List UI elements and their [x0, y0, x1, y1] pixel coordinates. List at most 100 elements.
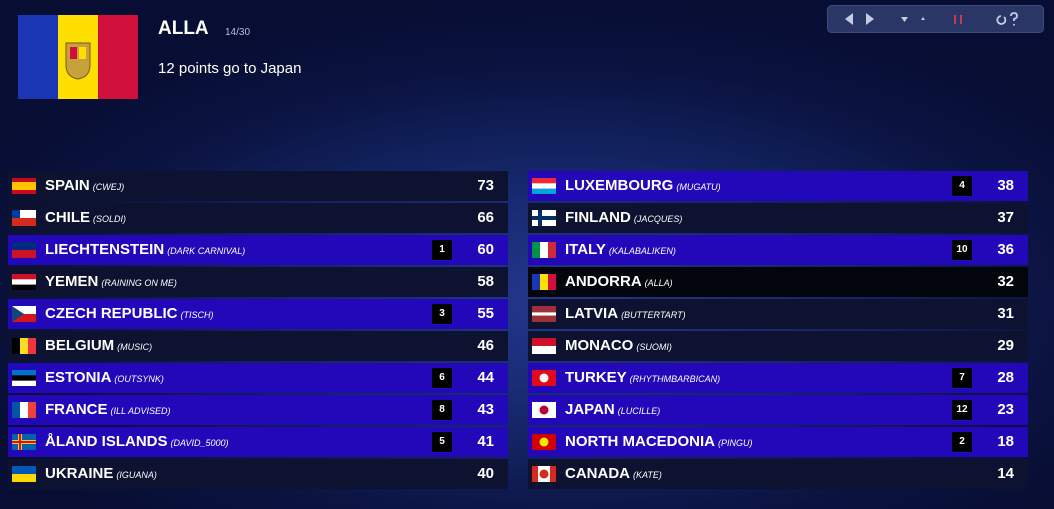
scoreboard-row: ÅLAND ISLANDS (DAVID_5000) 5 41	[8, 427, 508, 457]
total-score: 23	[997, 401, 1014, 418]
artist-name: (KALABALIKEN)	[608, 246, 676, 256]
prev-button[interactable]	[845, 13, 853, 25]
scoreboard-row: ESTONIA (OUTSYNK) 6 44	[8, 363, 508, 393]
country-name: CHILE (SOLDI)	[45, 209, 127, 226]
artist-name: (RAINING ON ME)	[101, 278, 177, 288]
flag-cross	[532, 216, 556, 220]
country-name: NORTH MACEDONIA (PINGU)	[565, 433, 753, 450]
total-score: 40	[477, 465, 494, 482]
country-name: JAPAN (LUCILLE)	[565, 401, 661, 418]
flag-stripe	[540, 274, 549, 290]
scoreboard-row: BELGIUM (MUSIC) 46	[8, 331, 508, 361]
flag-stripe	[12, 314, 36, 322]
flag-stripe	[532, 318, 556, 322]
total-score: 73	[477, 177, 494, 194]
points-awarded: 1	[432, 240, 452, 260]
voter-flag	[18, 15, 138, 99]
country-name: SPAIN (CWEJ)	[45, 177, 125, 194]
scoreboard-row: CHILE (SOLDI) 66	[8, 203, 508, 233]
scoreboard-row: SPAIN (CWEJ) 73	[8, 171, 508, 201]
artist-name: (ALLA)	[644, 278, 673, 288]
flag-stripe	[12, 186, 36, 191]
flag	[12, 306, 36, 322]
flag-stripe	[532, 188, 556, 194]
flag-stripe	[532, 306, 556, 310]
flag-stripe	[12, 182, 36, 187]
country-name: ESTONIA (OUTSYNK)	[45, 369, 164, 386]
help-button[interactable]	[1010, 12, 1018, 26]
flag-stripe	[548, 274, 556, 290]
country-name: FRANCE (ILL ADVISED)	[45, 401, 171, 418]
next-button[interactable]	[866, 13, 874, 25]
flag-stripe	[12, 474, 36, 482]
total-score: 38	[997, 177, 1014, 194]
controls	[827, 5, 1044, 33]
vote-progress: 14/30	[225, 27, 251, 38]
country-name: TURKEY (RHYTHMBARBICAN)	[565, 369, 721, 386]
scoreboard-row: FINLAND (JACQUES) 37	[528, 203, 1028, 233]
country-name: UKRAINE (IGUANA)	[45, 465, 157, 482]
artist-name: (SUOMI)	[636, 342, 672, 352]
flag	[12, 370, 36, 386]
country-name: YEMEN (RAINING ON ME)	[45, 273, 177, 290]
scoreboard-row: ANDORRA (ALLA) 32	[528, 267, 1028, 297]
flag	[532, 210, 556, 226]
points-awarded: 7	[952, 368, 972, 388]
scoreboard-row: MONACO (SUOMI) 29	[528, 331, 1028, 361]
country-name: MONACO (SUOMI)	[565, 337, 672, 354]
country-name: LIECHTENSTEIN (DARK CARNIVAL)	[45, 241, 246, 258]
scoreboard-row: LUXEMBOURG (MUGATU) 4 38	[528, 171, 1028, 201]
artist-name: (ILL ADVISED)	[110, 406, 171, 416]
scoreboard-row: FRANCE (ILL ADVISED) 8 43	[8, 395, 508, 425]
artist-name: (MUSIC)	[117, 342, 153, 352]
points-awarded: 10	[952, 240, 972, 260]
flag-triangle	[12, 306, 24, 322]
artist-name: (BUTTERTART)	[621, 310, 686, 320]
flag-stripe	[12, 380, 36, 386]
country-name: ANDORRA (ALLA)	[565, 273, 673, 290]
artist-name: (MUGATU)	[676, 182, 721, 192]
flag	[532, 370, 556, 386]
artist-name: (RHYTHMBARBICAN)	[629, 374, 721, 384]
sort-button[interactable]	[901, 17, 908, 22]
flag-stripe	[28, 402, 36, 418]
flag-stripe	[12, 370, 36, 376]
flag-stripe	[532, 312, 556, 316]
total-score: 46	[477, 337, 494, 354]
voter-name: ALLA	[158, 18, 209, 39]
flag-stripe	[12, 218, 36, 226]
flag-stripe	[532, 178, 556, 184]
flag-stripe	[532, 338, 556, 347]
flag	[12, 210, 36, 226]
flag-stripe	[12, 375, 36, 381]
points-awarded: 4	[952, 176, 972, 196]
scoreboard-row: CZECH REPUBLIC (TISCH) 3 55	[8, 299, 508, 329]
artist-name: (OUTSYNK)	[114, 374, 164, 384]
country-name: ÅLAND ISLANDS (DAVID_5000)	[45, 433, 229, 450]
country-name: ITALY (KALABALIKEN)	[565, 241, 676, 258]
flag	[532, 434, 556, 450]
artist-name: (IGUANA)	[116, 470, 157, 480]
scoreboard-row: LATVIA (BUTTERTART) 31	[528, 299, 1028, 329]
total-score: 28	[997, 369, 1014, 386]
total-score: 43	[477, 401, 494, 418]
flag-stripe	[532, 183, 556, 189]
total-score: 18	[997, 433, 1014, 450]
scoreboard-row: JAPAN (LUCILLE) 12 23	[528, 395, 1028, 425]
flag-stripe	[12, 279, 36, 285]
flag	[12, 242, 36, 258]
total-score: 29	[997, 337, 1014, 354]
flag-stripe	[532, 309, 556, 313]
points-awarded: 2	[952, 432, 972, 452]
country-name: CZECH REPUBLIC (TISCH)	[45, 305, 214, 322]
total-score: 55	[477, 305, 494, 322]
artist-name: (DARK CARNIVAL)	[167, 246, 246, 256]
flag	[532, 466, 556, 482]
total-score: 36	[997, 241, 1014, 258]
flag-stripe	[12, 210, 36, 219]
flag-stripe	[12, 242, 36, 251]
flag-toggle[interactable]	[954, 15, 956, 24]
artist-name: (KATE)	[633, 470, 662, 480]
reset-button[interactable]	[996, 15, 1007, 25]
